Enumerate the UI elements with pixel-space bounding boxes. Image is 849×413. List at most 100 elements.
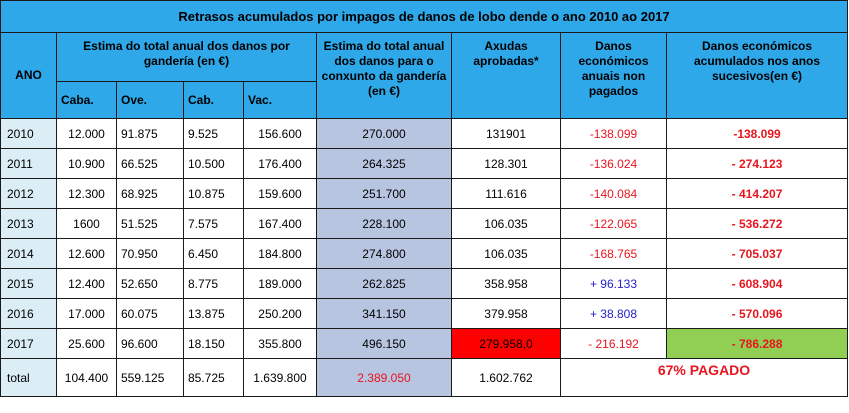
accumulated-cell-highlighted: - 786.288 [665,328,849,359]
totals-row: total 104.400 559.125 85.725 1.639.800 2… [0,358,849,397]
accumulated-cell: - 705.037 [665,238,849,269]
aid-cell: 106.035 [451,238,561,269]
total-ove: 559.125 [116,358,184,397]
header-vac: Vac. [243,81,317,119]
caba-cell: 12.300 [56,178,117,209]
total-aid: 1.602.762 [451,358,561,397]
caba-cell: 10.900 [56,148,117,179]
table-row: 2011 10.900 66.525 10.500 176.400 264.32… [0,148,849,179]
aid-cell: 111.616 [451,178,561,209]
year-cell: 2010 [0,118,57,149]
table-row: 2015 12.400 52.650 8.775 189.000 262.825… [0,268,849,299]
header-damages-by-livestock: Estima do total anual dos danos por gand… [56,32,317,82]
aid-cell: 128.301 [451,148,561,179]
damage-table: Retrasos acumulados por impagos de danos… [0,0,849,397]
year-cell: 2012 [0,178,57,209]
total-cell: 228.100 [316,208,452,239]
vac-cell: 355.800 [243,328,317,359]
ove-cell: 96.600 [116,328,184,359]
caba-cell: 12.600 [56,238,117,269]
paid-percentage: 67% PAGADO [559,358,849,397]
year-cell: 2014 [0,238,57,269]
year-cell: 2015 [0,268,57,299]
cab-cell: 6.450 [183,238,244,269]
accumulated-cell: - 274.123 [665,148,849,179]
unpaid-cell: + 38.808 [560,298,667,329]
unpaid-cell: -136.024 [560,148,667,179]
ove-cell: 68.925 [116,178,184,209]
unpaid-cell: -140.084 [560,178,667,209]
accumulated-cell: - 608.904 [665,268,849,299]
totals-label: total [0,358,57,397]
ove-cell: 51.525 [116,208,184,239]
ove-cell: 60.075 [116,298,184,329]
accumulated-cell: - 414.207 [665,178,849,209]
header-unpaid: Danos económicos anuais non pagados [560,32,667,119]
unpaid-cell: -138.099 [560,118,667,149]
ove-cell: 70.950 [116,238,184,269]
vac-cell: 156.600 [243,118,317,149]
table-row: 2013 1600 51.525 7.575 167.400 228.100 1… [0,208,849,239]
cab-cell: 18.150 [183,328,244,359]
total-cell: 274.800 [316,238,452,269]
accumulated-cell: - 570.096 [665,298,849,329]
aid-cell: 106.035 [451,208,561,239]
caba-cell: 12.400 [56,268,117,299]
vac-cell: 159.600 [243,178,317,209]
vac-cell: 189.000 [243,268,317,299]
total-cell: 264.325 [316,148,452,179]
header-cab: Cab. [183,81,244,119]
cab-cell: 9.525 [183,118,244,149]
unpaid-cell: -168.765 [560,238,667,269]
caba-cell: 25.600 [56,328,117,359]
table-row: 2014 12.600 70.950 6.450 184.800 274.800… [0,238,849,269]
total-cell: 262.825 [316,268,452,299]
total-cell: 270.000 [316,118,452,149]
cab-cell: 10.500 [183,148,244,179]
cab-cell: 7.575 [183,208,244,239]
unpaid-cell: -122.065 [560,208,667,239]
header-accumulated: Danos económicos acumulados nos anos suc… [665,32,849,119]
total-cell: 496.150 [316,328,452,359]
table-row: 2017 25.600 96.600 18.150 355.800 496.15… [0,328,849,359]
vac-cell: 250.200 [243,298,317,329]
cab-cell: 8.775 [183,268,244,299]
total-vac: 1.639.800 [243,358,317,397]
accumulated-cell: - 536.272 [665,208,849,239]
ove-cell: 66.525 [116,148,184,179]
cab-cell: 10.875 [183,178,244,209]
cab-cell: 13.875 [183,298,244,329]
header-damages-total: Estima do total anual dos danos para o c… [316,32,452,119]
total-cell: 341.150 [316,298,452,329]
caba-cell: 17.000 [56,298,117,329]
caba-cell: 12.000 [56,118,117,149]
aid-cell-highlighted: 279.958,0 [451,328,561,359]
ove-cell: 91.875 [116,118,184,149]
aid-cell: 131901 [451,118,561,149]
unpaid-cell: + 96.133 [560,268,667,299]
vac-cell: 167.400 [243,208,317,239]
header-caba: Caba. [56,81,117,119]
header-ove: Ove. [116,81,184,119]
table-row: 2010 12.000 91.875 9.525 156.600 270.000… [0,118,849,149]
vac-cell: 184.800 [243,238,317,269]
unpaid-cell: - 216.192 [560,328,667,359]
header-aid: Axudas aprobadas* [451,32,561,119]
aid-cell: 379.958 [451,298,561,329]
table-title: Retrasos acumulados por impagos de danos… [0,0,849,33]
vac-cell: 176.400 [243,148,317,179]
total-cell: 251.700 [316,178,452,209]
caba-cell: 1600 [56,208,117,239]
total-cab: 85.725 [183,358,244,397]
table-row: 2012 12.300 68.925 10.875 159.600 251.70… [0,178,849,209]
year-cell: 2017 [0,328,57,359]
header-year: ANO [0,32,57,119]
total-caba: 104.400 [56,358,117,397]
total-damages: 2.389.050 [316,358,452,397]
ove-cell: 52.650 [116,268,184,299]
aid-cell: 358.958 [451,268,561,299]
year-cell: 2016 [0,298,57,329]
accumulated-cell: -138.099 [665,118,849,149]
year-cell: 2011 [0,148,57,179]
table-row: 2016 17.000 60.075 13.875 250.200 341.15… [0,298,849,329]
